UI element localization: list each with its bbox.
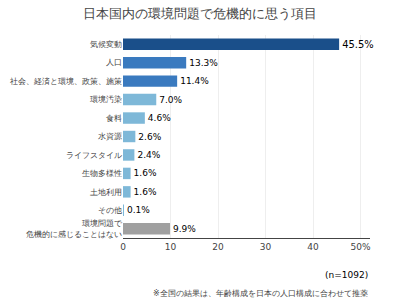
svg-text:10: 10 — [165, 242, 177, 252]
svg-text:2.4%: 2.4% — [137, 150, 160, 160]
svg-text:0: 0 — [120, 242, 126, 252]
svg-text:食料: 食料 — [106, 114, 122, 123]
svg-text:1.6%: 1.6% — [134, 187, 157, 197]
svg-text:45.5%: 45.5% — [342, 39, 373, 50]
svg-text:13.3%: 13.3% — [189, 58, 218, 68]
svg-text:20: 20 — [212, 242, 224, 252]
svg-text:日本国内の環境問題で危機的に思う項目: 日本国内の環境問題で危機的に思う項目 — [83, 6, 317, 21]
svg-text:生物多様性: 生物多様性 — [82, 169, 122, 178]
svg-text:人口: 人口 — [106, 58, 122, 67]
svg-text:9.9%: 9.9% — [173, 224, 196, 234]
svg-text:2.6%: 2.6% — [138, 132, 161, 142]
svg-text:気候変動: 気候変動 — [90, 40, 122, 49]
svg-text:環境汚染: 環境汚染 — [90, 95, 122, 104]
svg-text:ライフスタイル: ライフスタイル — [66, 151, 122, 160]
svg-text:水資源: 水資源 — [98, 132, 122, 141]
svg-text:40: 40 — [307, 242, 319, 252]
svg-text:その他: その他 — [98, 206, 122, 215]
svg-text:50%: 50% — [350, 242, 370, 252]
svg-text:11.4%: 11.4% — [180, 76, 209, 86]
svg-text:※全国の結果は、年齢構成を日本の人口構成に合わせて推薬: ※全国の結果は、年齢構成を日本の人口構成に合わせて推薬 — [153, 289, 368, 298]
svg-text:環境問題で危機的に感じることはない: 環境問題で危機的に感じることはない — [26, 219, 123, 238]
svg-text:(n=1092): (n=1092) — [325, 270, 368, 280]
svg-text:30: 30 — [260, 242, 272, 252]
svg-text:土地利用: 土地利用 — [90, 188, 122, 197]
svg-text:4.6%: 4.6% — [148, 113, 171, 123]
svg-text:0.1%: 0.1% — [127, 205, 150, 215]
svg-text:社会、経済と環境、政策、施策: 社会、経済と環境、政策、施策 — [10, 77, 122, 86]
svg-text:1.6%: 1.6% — [134, 168, 157, 178]
svg-text:7.0%: 7.0% — [159, 95, 182, 105]
